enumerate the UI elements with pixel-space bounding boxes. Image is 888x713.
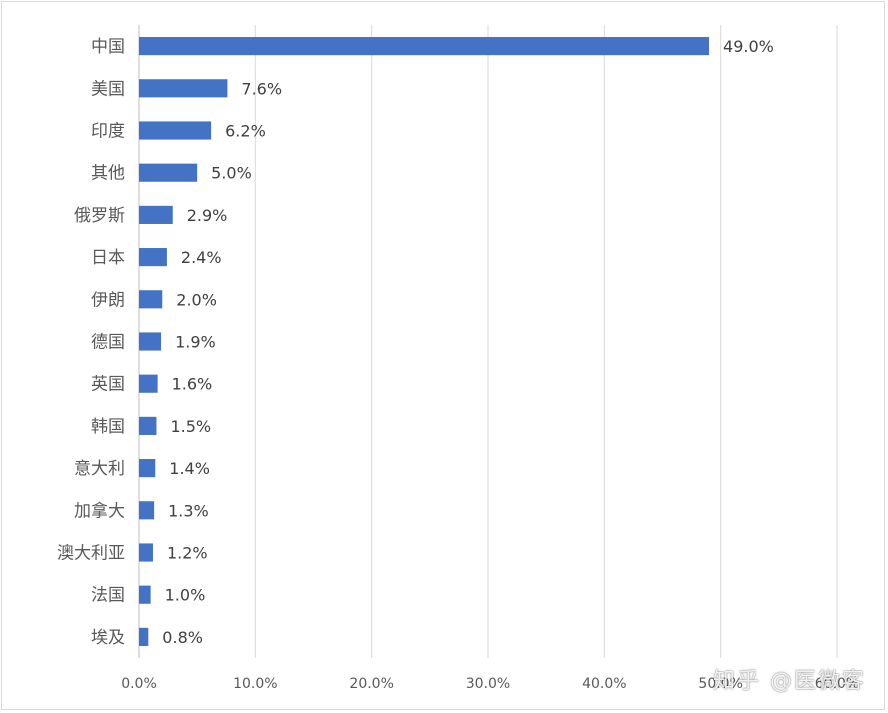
data-label: 0.8% — [162, 628, 203, 647]
bar — [139, 374, 158, 393]
category-label: 英国 — [91, 375, 125, 395]
data-labels: 49.0% 7.6% 6.2% 5.0% 2.9% 2.4% 2.0% 1.9% 1.6% 1.5… — [162, 37, 774, 647]
bar — [139, 121, 212, 140]
data-label: 6.2% — [225, 122, 266, 141]
bar — [139, 585, 151, 604]
bar — [139, 79, 228, 98]
data-label: 1.5% — [170, 417, 211, 436]
x-tick-label: 40.0% — [582, 676, 626, 692]
data-label: 7.6% — [241, 79, 282, 98]
category-label: 澳大利亚 — [57, 544, 125, 564]
data-label: 1.3% — [168, 501, 209, 520]
x-tick-label: 20.0% — [349, 676, 393, 692]
data-label: 1.2% — [167, 544, 208, 563]
bar — [139, 37, 710, 56]
category-label: 加拿大 — [74, 500, 125, 521]
data-label: 49.0% — [723, 37, 774, 56]
data-label: 1.0% — [165, 586, 206, 605]
category-label: 印度 — [91, 122, 125, 142]
bar — [139, 332, 162, 351]
x-tick-label: 30.0% — [466, 676, 510, 692]
x-tick-label: 50.0% — [698, 676, 742, 692]
category-label: 埃及 — [91, 628, 125, 648]
x-tick-label: 60.0% — [815, 676, 859, 692]
data-label: 5.0% — [211, 164, 252, 183]
category-label: 俄罗斯 — [74, 206, 125, 226]
data-label: 2.0% — [176, 290, 217, 309]
category-label: 美国 — [91, 79, 125, 99]
category-label: 其他 — [91, 164, 125, 184]
bar — [139, 543, 153, 562]
watermark: 知乎 @医微客 — [713, 669, 866, 694]
data-label: 1.9% — [175, 333, 216, 352]
category-label: 法国 — [91, 586, 125, 606]
category-label: 韩国 — [91, 417, 125, 437]
bars — [139, 37, 710, 646]
category-label: 德国 — [91, 333, 125, 353]
category-label: 日本 — [91, 248, 125, 268]
gridlines — [138, 25, 838, 658]
category-label: 中国 — [91, 37, 125, 57]
x-tick-labels: 0.0% 10.0% 20.0% 30.0% 40.0% 50.0% 60.0% — [121, 676, 859, 692]
data-label: 1.4% — [169, 459, 210, 478]
category-label: 伊朗 — [91, 290, 125, 310]
bar — [139, 416, 157, 435]
bar — [139, 163, 198, 182]
x-tick-label: 10.0% — [233, 676, 277, 692]
bar — [139, 627, 149, 646]
category-label: 意大利 — [74, 459, 125, 479]
bar — [139, 290, 163, 309]
bar — [139, 248, 167, 267]
data-label: 2.4% — [181, 248, 222, 267]
bar — [139, 459, 156, 478]
data-label: 2.9% — [187, 206, 228, 225]
data-label: 1.6% — [172, 375, 213, 394]
bar — [139, 501, 155, 520]
x-tick-label: 0.0% — [121, 676, 157, 692]
bar — [139, 205, 173, 224]
